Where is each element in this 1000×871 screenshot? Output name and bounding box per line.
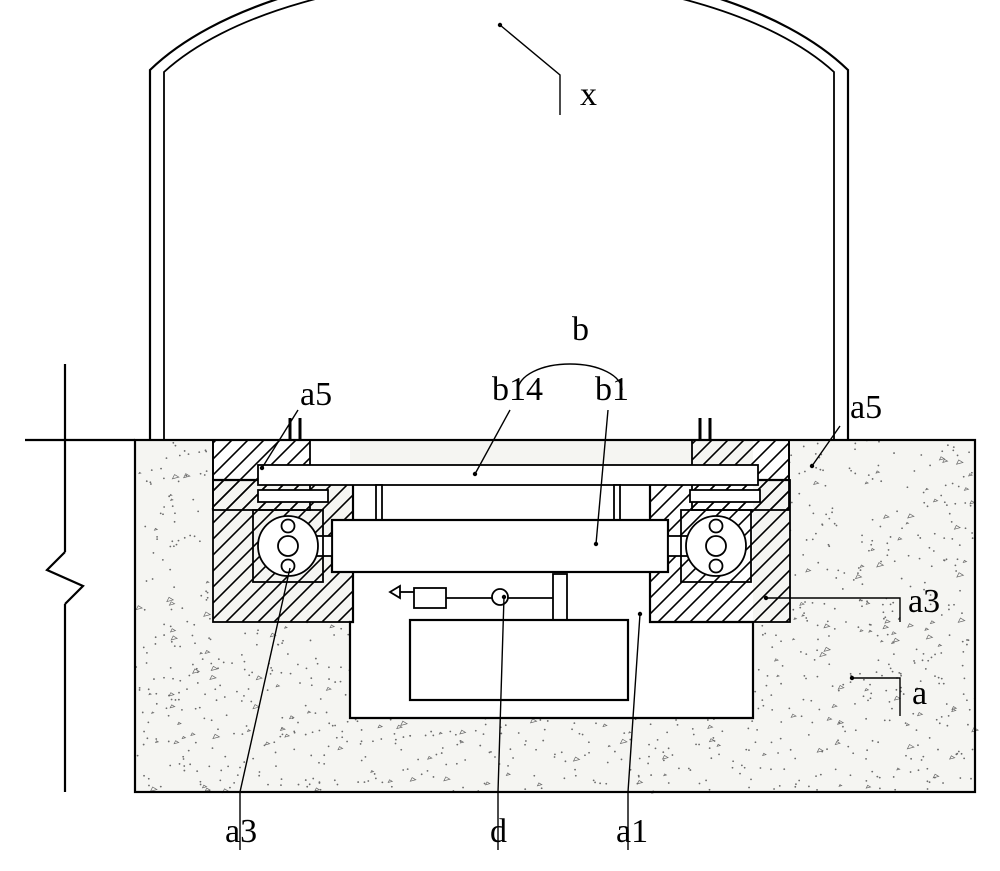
label-b: b [572,311,589,348]
turntable-top [258,465,758,485]
label-a5L: a5 [300,376,332,413]
body-b1 [332,520,668,572]
diagram-root: x b b14 b1 a5 a5 a3 a a3 d a1 [0,0,1000,871]
label-a5R: a5 [850,389,882,426]
label-x: x [580,76,597,113]
motor-box [410,620,628,700]
label-b1: b1 [595,371,629,408]
label-b14: b14 [492,371,543,408]
label-a1: a1 [616,813,648,850]
label-a3R: a3 [908,583,940,620]
label-d: d [490,813,507,850]
label-aR: a [912,675,927,712]
label-a3L: a3 [225,813,257,850]
